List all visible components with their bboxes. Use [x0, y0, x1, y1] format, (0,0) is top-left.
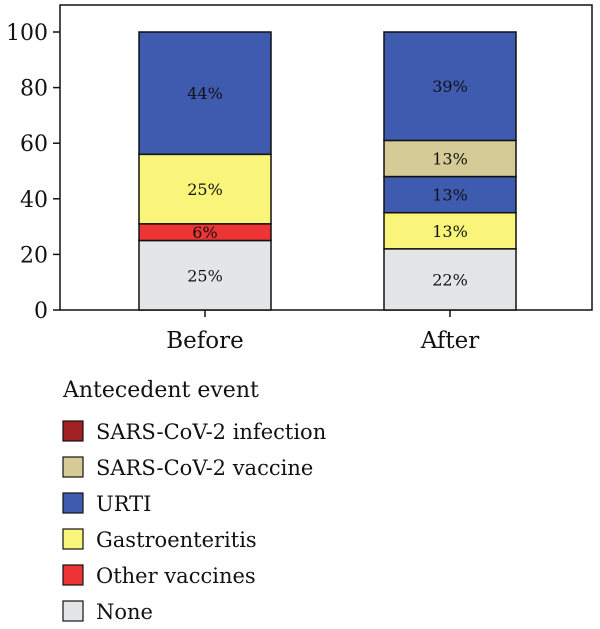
legend-swatch	[62, 600, 84, 622]
y-tick-label: 80	[20, 77, 48, 102]
y-tick-label: 20	[20, 243, 48, 268]
bar-segment-urti	[383, 31, 517, 142]
legend-item-label: Other vaccines	[96, 564, 256, 588]
bar-segment-gastroenteritis	[383, 211, 517, 250]
x-category-label: Before	[166, 328, 243, 354]
legend-item-label: SARS-CoV-2 vaccine	[96, 456, 313, 480]
segment-value-label: 25%	[187, 180, 223, 199]
x-category-label: After	[420, 328, 480, 354]
y-tick-label: 100	[6, 21, 48, 46]
legend-items: SARS-CoV-2 infection SARS-CoV-2 vaccine UR…	[62, 420, 326, 624]
x-axis: Before After	[166, 310, 479, 354]
legend-item-label: Gastroenteritis	[96, 528, 257, 552]
legend-swatch	[62, 528, 84, 550]
bars: 25% 6% 25% 44% 22% 13% 13% 13% 39%	[138, 31, 517, 311]
segment-value-label: 13%	[432, 222, 468, 241]
legend-swatch	[62, 492, 84, 514]
segment-value-label: 22%	[432, 270, 468, 289]
legend: Antecedent event SARS-CoV-2 infectionSAR…	[62, 378, 326, 624]
segment-value-label: 44%	[187, 84, 223, 103]
y-tick-label: 0	[34, 299, 48, 324]
y-tick-label: 60	[20, 132, 48, 157]
bar-segment-none	[383, 248, 517, 311]
legend-title: Antecedent event	[62, 378, 259, 403]
bar-segment-urti	[138, 31, 272, 156]
legend-swatch	[62, 420, 84, 442]
segment-value-label: 13%	[432, 186, 468, 205]
segment-value-label: 39%	[432, 77, 468, 96]
segment-value-label: 6%	[192, 223, 217, 242]
plot-area	[59, 4, 593, 311]
legend-item-label: URTI	[96, 492, 151, 516]
legend-swatch	[62, 456, 84, 478]
bar-segment-sars-cov-2-vaccine	[383, 139, 517, 178]
segment-value-label: 13%	[432, 149, 468, 168]
y-axis: 0 20 40 60 80 100	[6, 21, 60, 324]
legend-item-label: None	[96, 600, 153, 624]
legend-item-label: SARS-CoV-2 infection	[96, 420, 326, 444]
segment-value-label: 25%	[187, 266, 223, 285]
bar-segment-urti	[383, 175, 517, 214]
y-tick-label: 40	[20, 188, 48, 213]
legend-swatch	[62, 564, 84, 586]
bar-segment-gastroenteritis	[138, 153, 272, 225]
